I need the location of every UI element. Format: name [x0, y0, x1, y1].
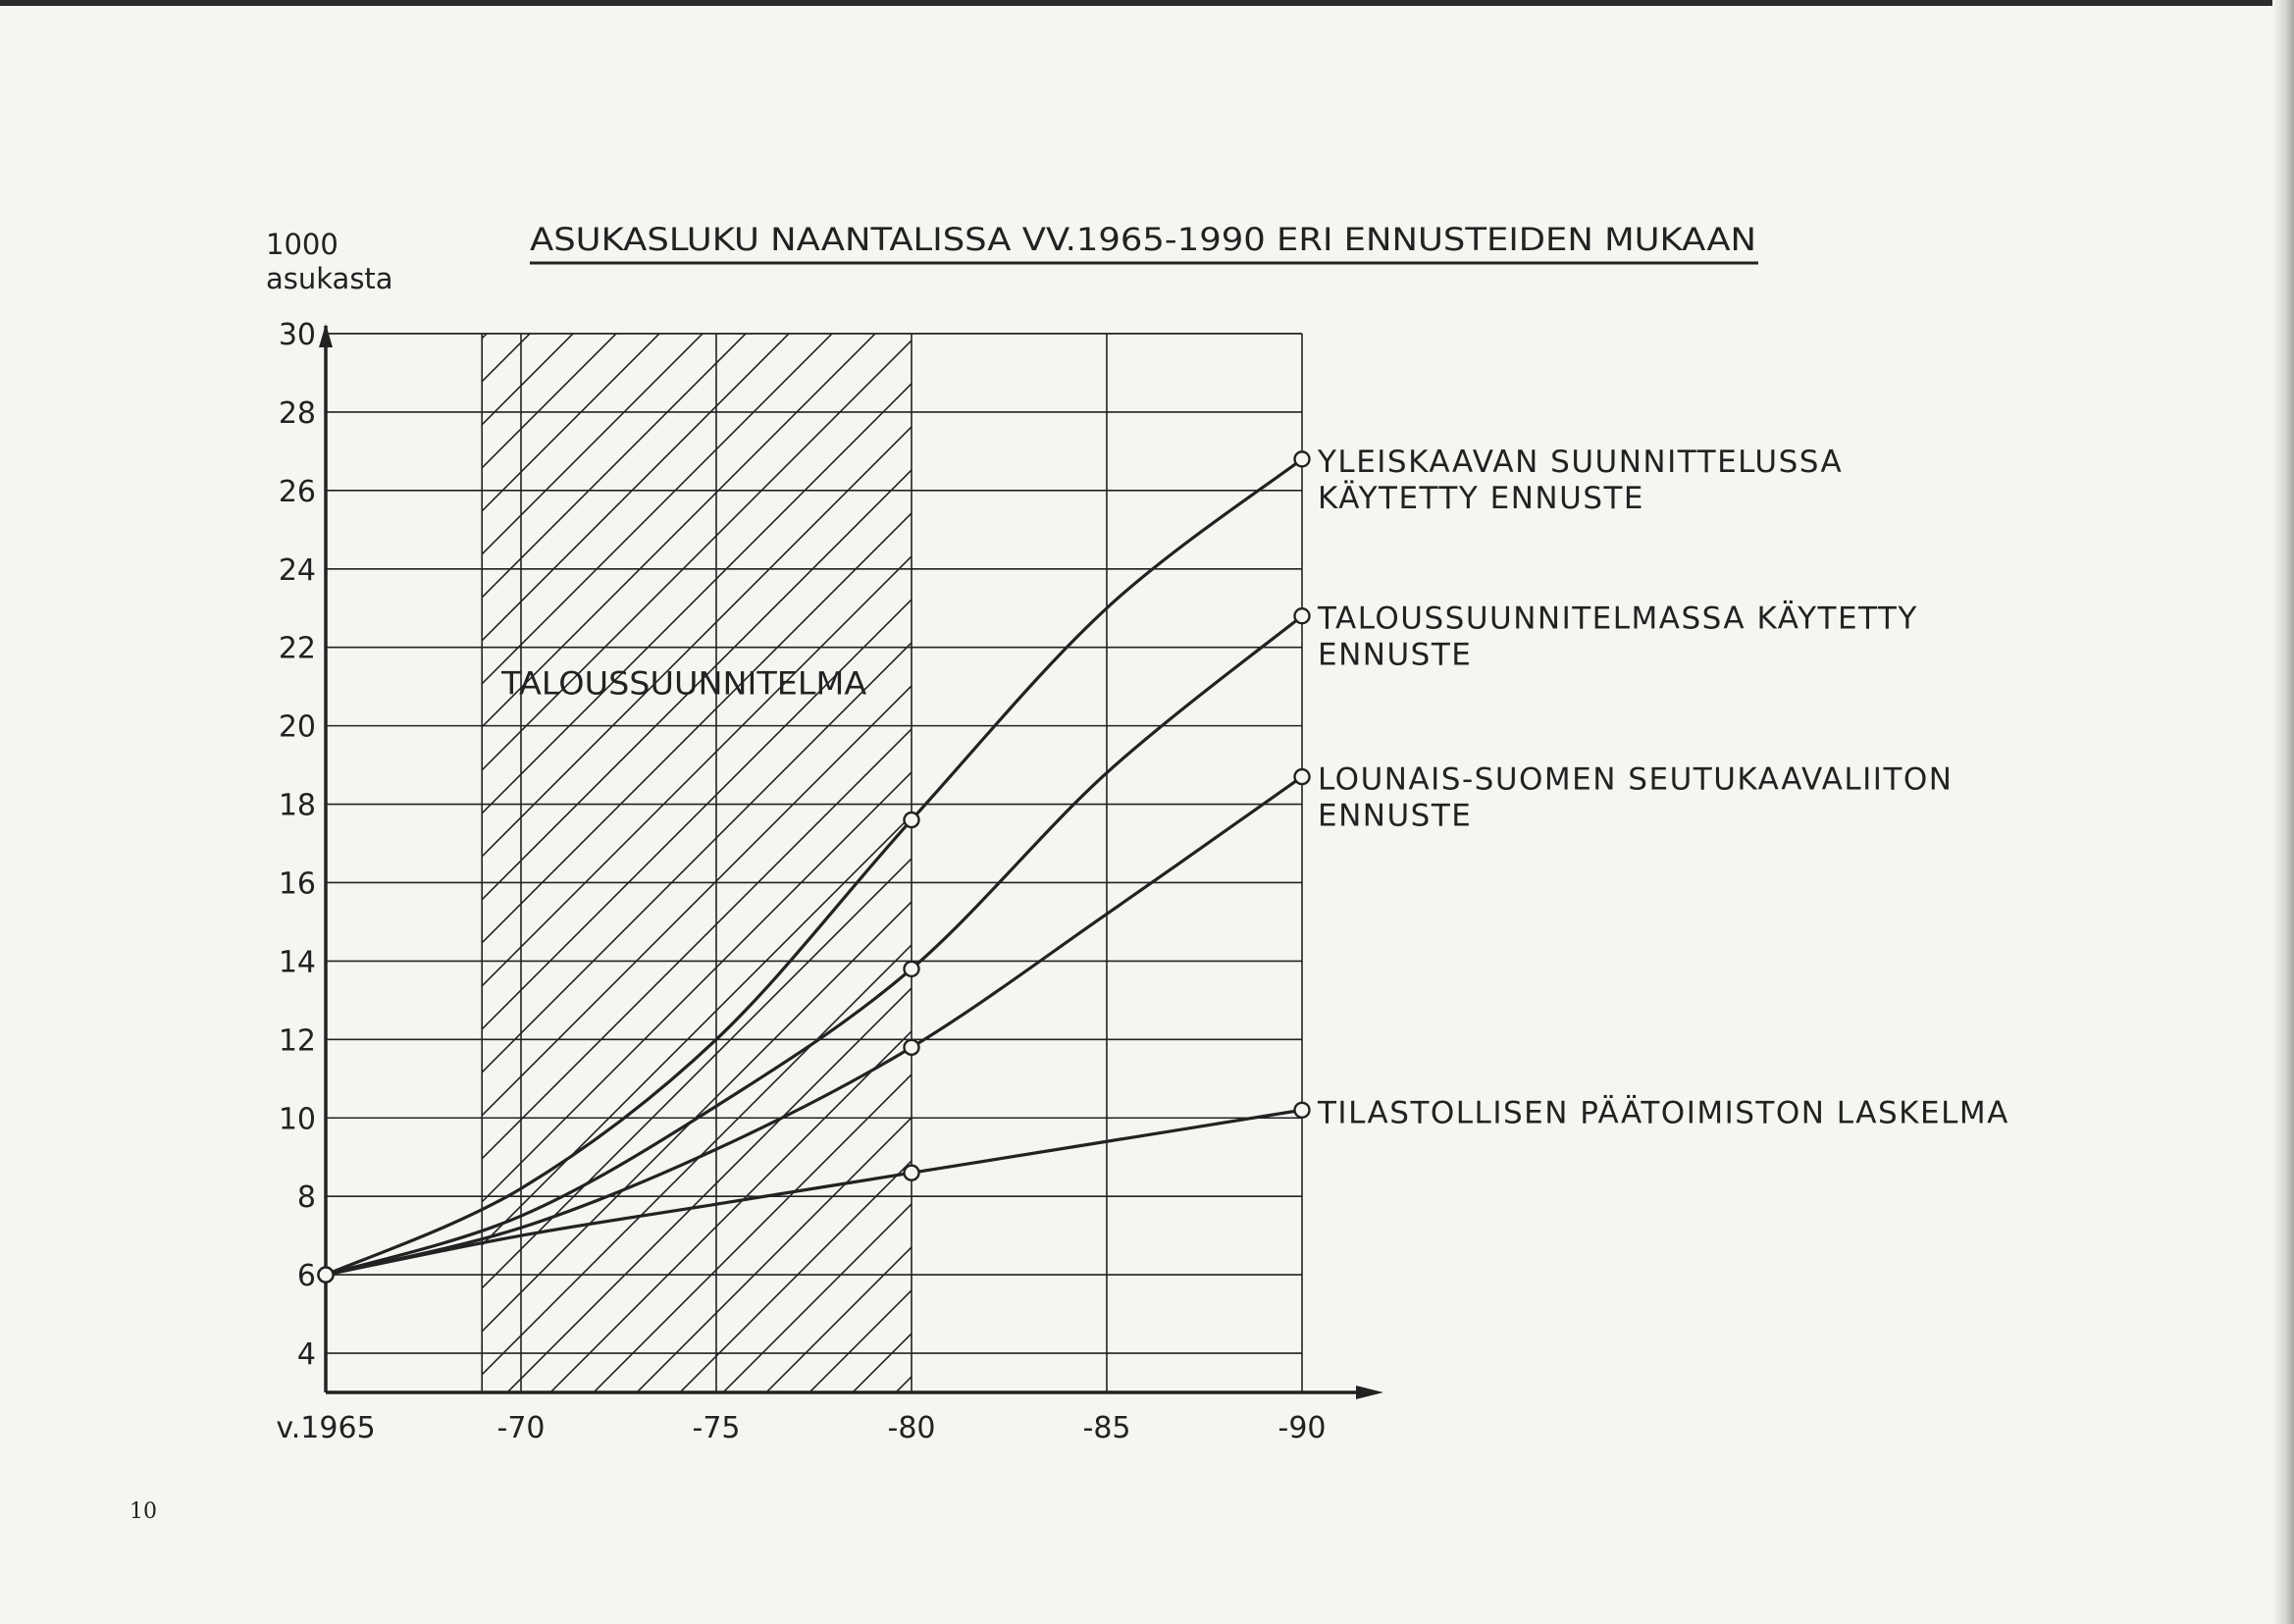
- y-tick-label-20: 20: [279, 710, 316, 745]
- y-tick-label-30: 30: [279, 318, 316, 352]
- y-tick-label-4: 4: [297, 1337, 316, 1372]
- series-line-2: [325, 614, 1304, 1277]
- chart-title: ASUKASLUKU NAANTALISSA VV.1965-1990 ERI …: [530, 221, 1756, 258]
- y-tick-label-24: 24: [279, 553, 316, 588]
- page-binding-edge: [2272, 0, 2294, 1624]
- x-tick-label-1965: v.1965: [276, 1411, 375, 1445]
- y-tick-label-6: 6: [297, 1259, 316, 1293]
- series-1-label-line-2: KÄYTETTY ENNUSTE: [1318, 481, 1644, 516]
- series-line-3: [325, 775, 1303, 1277]
- series-1-marker-1980: [903, 811, 920, 829]
- page-top-edge: [0, 0, 2294, 6]
- shaded-region-label: TALOUSSUUNNITELMA: [500, 665, 866, 703]
- series-4-marker-1980: [903, 1164, 920, 1181]
- series-2-marker-1990: [1293, 607, 1311, 625]
- y-tick-label-16: 16: [279, 866, 316, 901]
- series-2-marker-1980: [903, 960, 920, 978]
- series-3-label-line-1: LOUNAIS-SUOMEN SEUTUKAAVALIITON: [1318, 762, 1953, 798]
- y-tick-label-22: 22: [279, 632, 316, 666]
- y-tick-label-8: 8: [297, 1180, 316, 1215]
- series-2-label-line-2: ENNUSTE: [1318, 638, 1472, 673]
- y-tick-label-26: 26: [279, 475, 316, 509]
- series-4-marker-1965: [317, 1266, 335, 1283]
- y-axis-label-unit: asukasta: [266, 262, 393, 295]
- series-4-marker-1990: [1293, 1101, 1311, 1119]
- y-tick-label-18: 18: [279, 789, 316, 823]
- series-line-4: [325, 1108, 1303, 1277]
- hatched-region: [482, 334, 912, 1392]
- y-axis-arrow-icon: [319, 324, 333, 347]
- y-tick-label-10: 10: [279, 1102, 316, 1136]
- series-3-marker-1990: [1293, 767, 1311, 786]
- series-4-label-line-1: TILASTOLLISEN PÄÄTOIMISTON LASKELMA: [1317, 1095, 2009, 1130]
- x-tick-label-1975: -75: [693, 1411, 741, 1445]
- x-tick-label-1990: -90: [1278, 1411, 1327, 1445]
- x-tick-label-1970: -70: [497, 1411, 546, 1445]
- page-number: 10: [130, 1499, 157, 1524]
- y-tick-label-28: 28: [279, 396, 316, 431]
- series-1-label-line-1: YLEISKAAVAN SUUNNITTELUSSA: [1317, 445, 1843, 480]
- y-axis-label: 1000: [266, 228, 339, 261]
- y-tick-label-14: 14: [279, 945, 316, 979]
- series-1-marker-1990: [1293, 450, 1311, 468]
- series-3-label-line-2: ENNUSTE: [1318, 799, 1472, 834]
- series-3-marker-1980: [903, 1038, 920, 1057]
- y-tick-label-12: 12: [279, 1023, 316, 1058]
- x-tick-label-1985: -85: [1083, 1411, 1131, 1445]
- series-line-1: [325, 457, 1303, 1277]
- x-axis-arrow-icon: [1356, 1386, 1383, 1399]
- series-2-label-line-1: TALOUSSUUNNITELMASSA KÄYTETTY: [1317, 602, 1918, 637]
- x-tick-label-1980: -80: [888, 1411, 936, 1445]
